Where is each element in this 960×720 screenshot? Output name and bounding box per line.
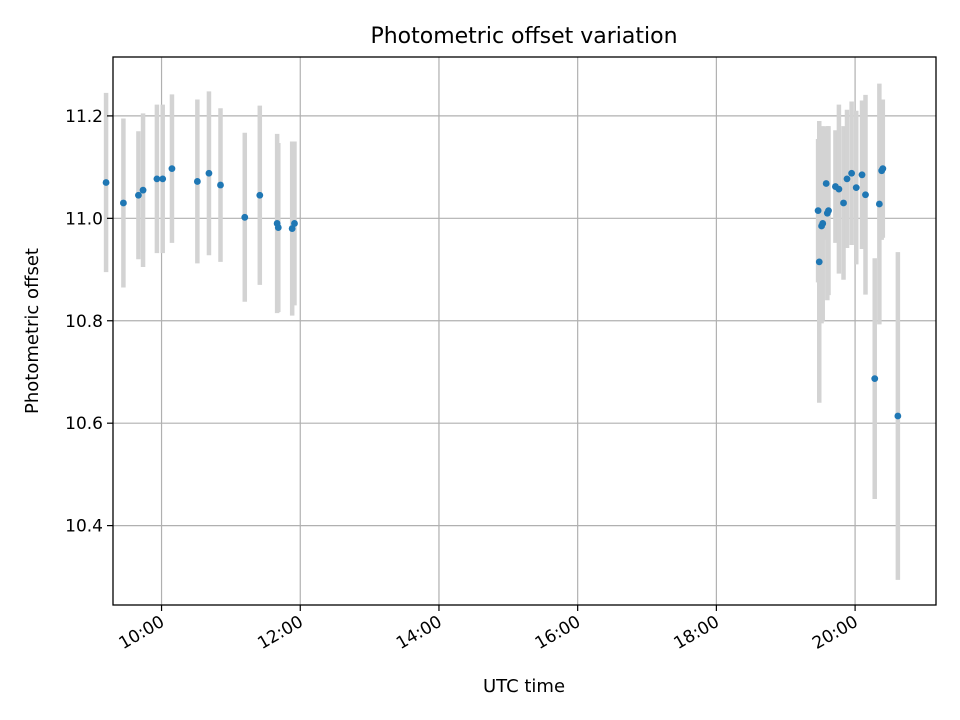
data-point <box>848 169 856 177</box>
data-point <box>168 165 176 173</box>
data-point <box>193 178 201 185</box>
data-point <box>825 207 832 215</box>
data-point <box>159 175 167 183</box>
y-tick-label: 11.2 <box>65 107 103 127</box>
data-point <box>875 200 883 208</box>
data-point <box>894 412 902 420</box>
data-point <box>840 199 847 207</box>
y-tick-label: 10.8 <box>65 312 103 332</box>
data-point <box>120 199 127 207</box>
chart-title: Photometric offset variation <box>370 24 677 49</box>
data-point <box>217 181 224 189</box>
data-point <box>205 169 213 177</box>
data-point <box>288 225 296 232</box>
data-point <box>858 171 866 179</box>
data-point <box>815 258 823 266</box>
data-point <box>822 180 830 187</box>
y-axis-label: Photometric offset <box>22 248 43 414</box>
data-point <box>879 165 887 173</box>
y-tick-label: 10.6 <box>65 414 103 434</box>
data-point <box>274 224 282 231</box>
data-point <box>135 191 142 199</box>
data-point <box>852 184 860 191</box>
data-point <box>843 175 851 183</box>
data-point <box>814 207 822 215</box>
x-axis-label: UTC time <box>483 676 565 697</box>
data-points <box>102 165 902 420</box>
plot-area-frame <box>112 56 937 606</box>
data-point <box>102 179 110 186</box>
y-tick-label: 11.0 <box>65 209 103 229</box>
data-point <box>862 191 869 199</box>
data-point <box>241 213 249 221</box>
data-point <box>291 220 298 227</box>
data-point <box>871 375 879 383</box>
y-tick-label: 10.4 <box>65 517 103 537</box>
data-point <box>835 185 843 193</box>
data-point <box>153 175 161 183</box>
data-point <box>819 220 827 227</box>
data-point <box>139 186 147 194</box>
data-point <box>256 191 264 199</box>
